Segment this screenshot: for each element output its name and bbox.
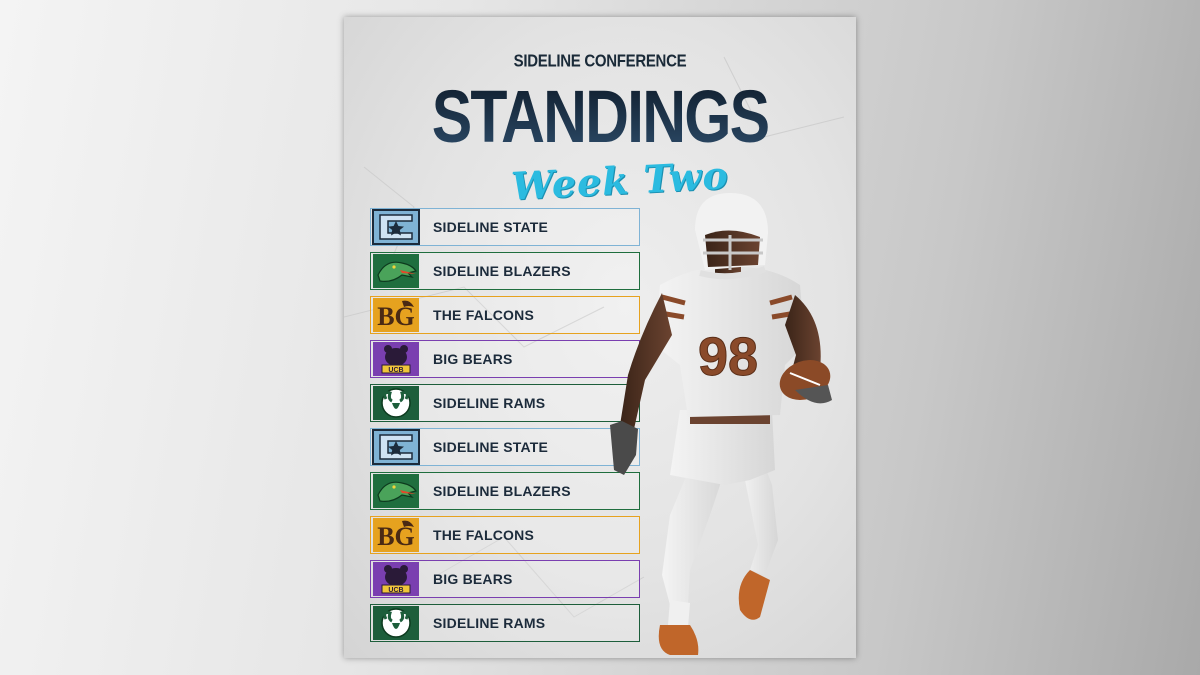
standings-row: SIDELINE RAMS: [370, 604, 640, 642]
team-name: SIDELINE RAMS: [433, 615, 546, 631]
svg-text:UCB: UCB: [388, 587, 403, 594]
page-title: STANDINGS: [364, 79, 835, 153]
standings-row: UCB BIG BEARS: [370, 560, 640, 598]
standings-row: SIDELINE BLAZERS: [370, 472, 640, 510]
standings-row: UCB BIG BEARS: [370, 340, 640, 378]
team-name: THE FALCONS: [433, 307, 534, 323]
bear-logo-icon: UCB: [371, 561, 421, 597]
standings-row: SIDELINE STATE: [370, 208, 640, 246]
ram-logo-icon: [371, 385, 421, 421]
star-c-logo-icon: [371, 209, 421, 245]
dragon-logo-icon: [371, 473, 421, 509]
bg-monogram-logo-icon: BG: [371, 517, 421, 553]
team-name: BIG BEARS: [433, 351, 513, 367]
star-c-logo-icon: [371, 429, 421, 465]
team-name: SIDELINE BLAZERS: [433, 263, 571, 279]
standings-poster: SIDELINE CONFERENCE STANDINGS Week Two S…: [344, 17, 856, 658]
team-name: THE FALCONS: [433, 527, 534, 543]
standings-row: BG THE FALCONS: [370, 296, 640, 334]
team-name: SIDELINE RAMS: [433, 395, 546, 411]
svg-text:BG: BG: [377, 522, 415, 551]
standings-row: BG THE FALCONS: [370, 516, 640, 554]
standings-row: SIDELINE STATE: [370, 428, 640, 466]
team-name: SIDELINE STATE: [433, 219, 549, 235]
ram-logo-icon: [371, 605, 421, 641]
conference-name: SIDELINE CONFERENCE: [513, 51, 687, 72]
standings-row: SIDELINE BLAZERS: [370, 252, 640, 290]
team-name: SIDELINE BLAZERS: [433, 483, 571, 499]
football-player-image: 98: [610, 193, 832, 655]
team-name: SIDELINE STATE: [433, 439, 549, 455]
bear-logo-icon: UCB: [371, 341, 421, 377]
svg-text:UCB: UCB: [388, 367, 403, 374]
jersey-number: 98: [698, 327, 758, 387]
bg-monogram-logo-icon: BG: [371, 297, 421, 333]
team-name: BIG BEARS: [433, 571, 513, 587]
svg-text:BG: BG: [377, 302, 415, 331]
standings-row: SIDELINE RAMS: [370, 384, 640, 422]
dragon-logo-icon: [371, 253, 421, 289]
